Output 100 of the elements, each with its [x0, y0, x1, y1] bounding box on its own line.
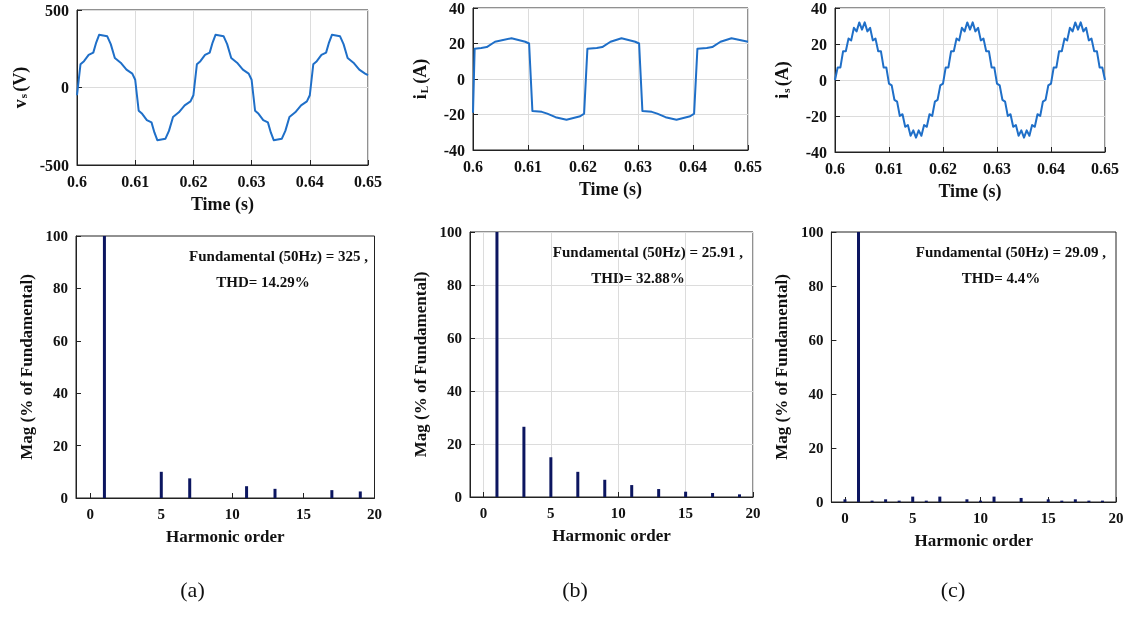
x-tick-label: 0.61 [121, 172, 150, 190]
line-series [472, 37, 749, 121]
annotation: Fundamental (50Hz) = 25.91 , [552, 243, 744, 261]
x-axis-title: Harmonic order [166, 527, 285, 546]
y-tick-label: -20 [443, 106, 465, 123]
bar [358, 491, 362, 498]
y-tick-label: 0 [815, 494, 824, 510]
x-tick-label: 15 [295, 505, 311, 522]
y-tick-label: -500 [39, 156, 69, 174]
y-tick-label: 80 [447, 277, 462, 293]
y-tick-label: 20 [447, 436, 462, 452]
x-tick-label: 20 [745, 504, 761, 521]
y-tick-label: 20 [808, 440, 824, 456]
x-tick-label: 20 [367, 505, 382, 522]
y-tick-label: 0 [454, 489, 462, 505]
y-tick-label: -40 [805, 143, 827, 161]
y-tick-label: 40 [449, 0, 465, 17]
y-tick-label: 40 [447, 383, 462, 399]
bar [495, 232, 499, 497]
bar [738, 494, 742, 497]
y-tick-label: 40 [811, 0, 827, 17]
x-tick-label: 0.63 [983, 159, 1011, 177]
bar [711, 493, 715, 497]
bar [965, 499, 969, 502]
x-tick-label: 5 [157, 505, 166, 522]
y-tick-label: 100 [45, 228, 68, 244]
y-tick-label: 40 [53, 385, 68, 402]
x-tick-label: 15 [678, 504, 694, 521]
bar [630, 485, 634, 497]
y-tick-label: 20 [53, 437, 68, 454]
y-tick-label: 100 [439, 224, 462, 240]
y-axis-title: iL(A) [410, 58, 431, 100]
y-tick-label: 40 [808, 386, 824, 402]
y-axis-title: is(A) [772, 61, 793, 99]
x-tick-label: 0.62 [569, 157, 597, 175]
y-axis-title: Mag (% of Fundamental) [16, 274, 36, 460]
bar [603, 479, 607, 497]
annotation: THD= 14.29% [216, 273, 310, 290]
x-tick-label: 0.6 [67, 172, 87, 190]
bar [857, 232, 860, 502]
y-axis-title: Mag (% of Fundamental) [772, 274, 791, 460]
x-tick-label: 15 [1040, 509, 1056, 526]
x-tick-label: 0.62 [929, 159, 957, 177]
x-tick-label: 10 [972, 509, 988, 526]
y-tick-label: 0 [819, 71, 827, 89]
x-tick-label: 5 [547, 504, 555, 521]
x-tick-label: 0.61 [875, 159, 903, 177]
y-tick-label: 0 [61, 79, 69, 96]
bar [522, 426, 526, 497]
x-tick-label: 0.64 [1037, 159, 1065, 177]
bar [330, 490, 334, 498]
y-tick-label: 20 [449, 35, 465, 52]
x-tick-label: 5 [908, 509, 917, 526]
bar [245, 486, 249, 498]
x-tick-label: 20 [1108, 509, 1124, 526]
x-tick-label: 0 [841, 509, 849, 526]
text: (a) [180, 576, 205, 602]
y-axis-title: Mag (% of Fundamental) [410, 271, 430, 458]
y-tick-label: 0 [60, 490, 68, 506]
annotation: Fundamental (50Hz) = 325 , [189, 247, 369, 265]
x-tick-label: 0.62 [179, 172, 208, 190]
x-tick-label: 0.6 [463, 157, 483, 175]
x-tick-label: 0.63 [624, 157, 652, 175]
bar [273, 488, 277, 498]
bar [938, 496, 942, 502]
x-tick-label: 0.65 [734, 157, 762, 175]
text: (b) [562, 576, 588, 602]
y-tick-label: 500 [45, 1, 69, 19]
y-tick-label: 80 [53, 280, 68, 297]
bar [1073, 499, 1077, 502]
x-tick-label: 0.63 [237, 172, 266, 190]
x-axis-title: Harmonic order [914, 531, 1034, 550]
y-tick-label: 20 [811, 35, 827, 53]
bar [657, 489, 661, 497]
bar [102, 236, 106, 498]
y-tick-label: -40 [443, 141, 465, 159]
x-tick-label: 0 [479, 504, 488, 521]
bar [576, 471, 580, 497]
x-tick-label: 0 [86, 505, 94, 522]
x-axis-title: Time (s) [578, 179, 643, 200]
x-axis-title: Time (s) [190, 194, 255, 215]
annotation: THD= 32.88% [591, 269, 685, 286]
x-tick-label: 0.65 [354, 172, 382, 190]
bar [188, 478, 192, 498]
bar [549, 457, 553, 497]
x-tick-label: 0.64 [295, 172, 324, 190]
bar [1019, 497, 1023, 502]
x-tick-label: 10 [224, 505, 240, 522]
y-tick-label: 60 [53, 332, 68, 349]
y-tick-label: 60 [447, 330, 462, 346]
y-axis-title: vs(V) [9, 66, 31, 109]
y-tick-label: 100 [800, 224, 824, 240]
x-axis-title: Harmonic order [552, 526, 672, 545]
x-tick-label: 0.65 [1091, 159, 1119, 177]
y-tick-label: 60 [808, 332, 824, 348]
bar [992, 496, 996, 502]
y-tick-label: 0 [457, 70, 465, 88]
line-series [834, 21, 1106, 139]
x-tick-label: 0.64 [679, 157, 707, 175]
y-tick-label: 80 [808, 278, 824, 294]
